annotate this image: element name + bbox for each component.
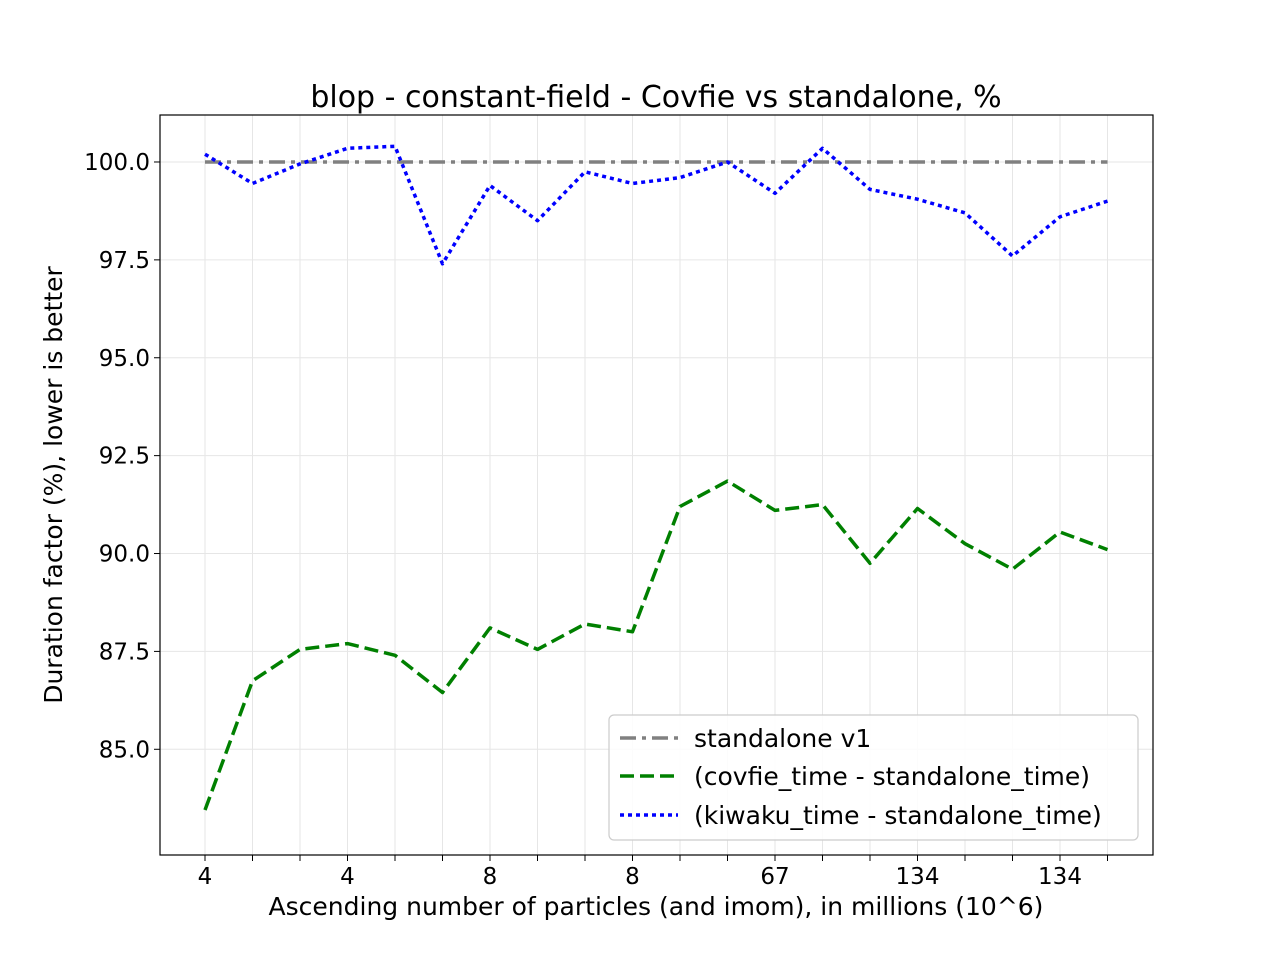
plot-frame (159, 114, 1154, 856)
x-tick-label: 134 (896, 864, 940, 890)
axis-ticks: 4 4 8 8 67 134 134 85.0 87.5 90.0 92.5 95.0 97.5 100.… (84, 150, 1108, 890)
x-tick-label: 8 (625, 864, 640, 890)
y-tick-label: 97.5 (99, 248, 150, 274)
legend-label-0: standalone v1 (694, 724, 871, 753)
y-axis-label: Duration factor (%), lower is better (39, 265, 68, 703)
x-tick-label: 8 (483, 864, 498, 890)
chart-title: blop - constant-field - Covfie vs standa… (310, 80, 1001, 115)
x-tick-label: 134 (1038, 864, 1082, 890)
series-line-2 (204, 144, 1109, 266)
x-tick-label: 4 (340, 864, 355, 890)
x-tick-label: 4 (198, 864, 213, 890)
legend-label-2: (kiwaku_time - standalone_time) (694, 801, 1102, 830)
legend: standalone v1 (covfie_time - standalone_t… (608, 714, 1139, 841)
y-tick-label: 87.5 (99, 639, 150, 665)
x-tick-label: 67 (760, 864, 789, 890)
y-tick-label: 95.0 (99, 346, 150, 372)
series-lines (203, 144, 1109, 811)
series-line-1 (203, 479, 1109, 811)
x-axis-label: Ascending number of particles (and imom)… (269, 892, 1044, 921)
legend-frame (608, 714, 1139, 841)
y-tick-label: 85.0 (99, 737, 150, 763)
y-tick-label: 92.5 (99, 444, 150, 470)
y-tick-label: 100.0 (84, 150, 150, 176)
y-tick-label: 90.0 (99, 542, 150, 568)
legend-label-1: (covfie_time - standalone_time) (694, 762, 1090, 791)
